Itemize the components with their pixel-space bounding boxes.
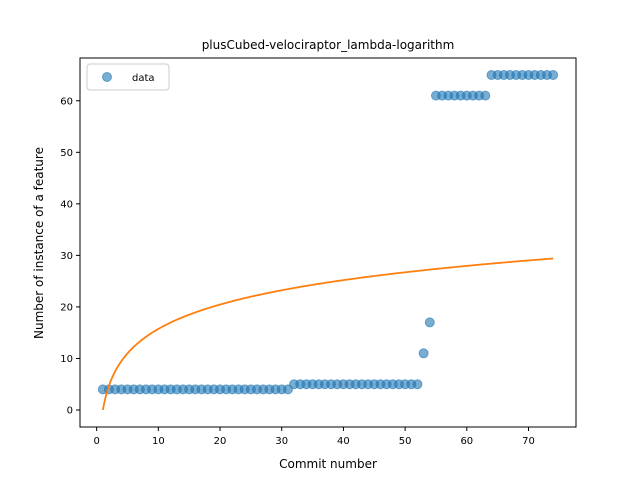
y-tick-label: 20: [60, 302, 73, 313]
y-tick-label: 30: [60, 251, 73, 262]
x-axis-label: Commit number: [279, 457, 377, 471]
x-tick-label: 60: [460, 436, 473, 447]
plot-frame: [79, 57, 577, 428]
legend-marker-data: [102, 72, 112, 82]
plot-area: [97, 70, 559, 411]
legend: data: [86, 63, 170, 91]
x-axis: 0 10 20 30 40 50 60 70: [93, 427, 535, 447]
data-point: [424, 317, 435, 328]
data-point: [418, 348, 429, 359]
x-tick-label: 50: [399, 436, 412, 447]
y-axis: 0 10 20 30 40 50 60: [60, 96, 80, 416]
chart-title: plusCubed-velociraptor_lambda-logarithm: [202, 38, 455, 52]
y-tick-label: 50: [60, 148, 73, 159]
y-tick-label: 60: [60, 96, 73, 107]
x-tick-label: 30: [275, 436, 288, 447]
legend-box: [86, 63, 170, 91]
data-point: [548, 70, 559, 81]
x-tick-label: 40: [337, 436, 350, 447]
x-tick-label: 20: [214, 436, 227, 447]
y-tick-label: 40: [60, 199, 73, 210]
y-tick-label: 0: [67, 405, 73, 416]
x-tick-label: 0: [93, 436, 99, 447]
x-tick-label: 70: [522, 436, 535, 447]
data-point: [480, 90, 491, 101]
data-point: [412, 379, 423, 390]
y-axis-label: Number of instance of a feature: [32, 147, 46, 339]
y-tick-label: 10: [60, 354, 73, 365]
fit-curve: [101, 257, 554, 411]
legend-label-data: data: [132, 73, 155, 84]
x-tick-label: 10: [152, 436, 165, 447]
